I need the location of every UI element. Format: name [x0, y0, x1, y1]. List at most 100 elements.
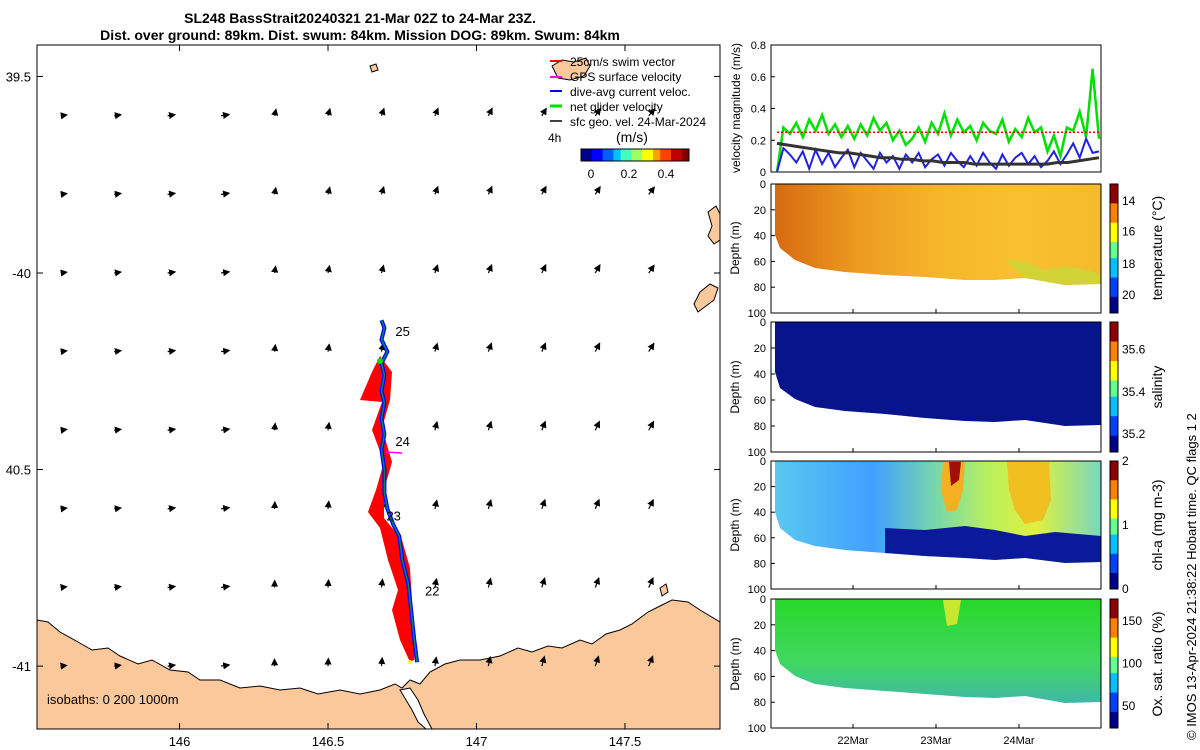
dive-avg-track [380, 319, 418, 663]
geo-vector-arrow [539, 185, 547, 195]
colorbar-cell [1110, 480, 1118, 484]
colorbar-cell [1110, 277, 1118, 282]
geo-vector-arrow [593, 577, 601, 588]
colorbar-cell [1110, 521, 1118, 526]
colorbar-cell [1110, 351, 1118, 355]
colorbar-cell [1110, 383, 1118, 388]
colorbar-cell [1110, 477, 1118, 481]
legend-geo: sfc geo. vel. 24-Mar-2024 [570, 115, 706, 129]
depth-tick-label: 40 [754, 646, 766, 658]
map-x-tick-label: 147.5 [609, 734, 642, 749]
colorbar-cell [1110, 515, 1118, 520]
colorbar-cell [1110, 563, 1118, 568]
geo-vector-arrow [486, 263, 493, 274]
colorbar-cell [1110, 461, 1118, 465]
geo-vector-arrow [485, 655, 493, 667]
copyright-note: © IMOS 13-Apr-2024 21:38:22 Hobart time.… [1184, 413, 1199, 740]
day-labels: 25 24 23 22 [386, 324, 439, 598]
chla-ylabel: Depth (m) [728, 498, 742, 551]
depth-tick-label: 80 [754, 558, 766, 570]
colorbar-cell [1110, 695, 1118, 700]
time-axis: 22Mar 23Mar 24Mar [837, 309, 1035, 747]
island-small-north [369, 63, 379, 73]
colorbar-tick-label: 150 [1122, 614, 1142, 628]
colorbar-cell [1110, 248, 1118, 253]
colorbar-cell [1110, 499, 1118, 504]
colorbar-frame [1109, 460, 1119, 590]
colorbar-cell [1110, 403, 1118, 407]
geo-vector-arrow [647, 498, 654, 510]
geo-vector-arrow [485, 499, 493, 510]
colorbar-unit-label: (m/s) [616, 129, 648, 145]
geo-vector-arrow [114, 426, 123, 434]
geo-vector-arrow [485, 420, 493, 431]
colorbar-cell [1110, 354, 1118, 359]
geo-vector-arrow [485, 342, 493, 352]
colorbar-cell [1110, 640, 1118, 645]
figure-title: SL248 BassStrait20240321 21-Mar 02Z to 2… [0, 10, 720, 44]
colorbar-cell [1110, 328, 1118, 333]
oxygen-ylabel: Depth (m) [728, 637, 742, 690]
geo-vector-arrow [221, 190, 231, 198]
depth-tick-label: 20 [754, 482, 766, 494]
colorbar-cell [1110, 200, 1118, 204]
colorbar-cell [588, 149, 593, 161]
geo-vector-arrow [378, 185, 386, 195]
geo-vector-arrow [647, 342, 655, 352]
colorbar-cell [1110, 390, 1118, 394]
colorbar-cell [1110, 582, 1118, 587]
colorbar-cell [1110, 258, 1118, 262]
geo-vector-arrow [221, 662, 231, 670]
colorbar-cell [1110, 579, 1118, 584]
day-label-23: 23 [386, 509, 400, 524]
colorbar-cell [1110, 267, 1118, 272]
geo-vector-arrow [432, 420, 440, 431]
colorbar-frame [1109, 321, 1119, 453]
oxygen-cbar-label: Ox. sat. ratio (%) [1149, 611, 1165, 716]
temperature-panel [770, 183, 1102, 314]
colorbar-cell [584, 149, 589, 161]
geo-vector-arrow [432, 107, 439, 116]
geo-vector-arrow [539, 577, 547, 588]
map-y-tick-label: 39.5 [6, 69, 31, 84]
depth-tick-label: 0 [760, 317, 766, 329]
geo-vector-arrow [593, 185, 601, 195]
depth-tick-label: 20 [754, 343, 766, 355]
colorbar-cell [1110, 541, 1118, 545]
title-line-2: Dist. over ground: 89km. Dist. swum: 84k… [100, 27, 620, 43]
legend-swim: 25cm/s swim vector [570, 55, 675, 69]
colorbar-cell [1110, 261, 1118, 266]
colorbar-cell [1110, 660, 1118, 664]
colorbar-cell [602, 149, 607, 161]
temperature-field [775, 184, 1101, 285]
colorbar-cell [1110, 222, 1118, 227]
geo-vector-arrow [378, 107, 386, 116]
geo-vector-arrow [324, 343, 332, 352]
depth-tick-label: 100 [748, 308, 766, 320]
colorbar-cell [1110, 413, 1118, 417]
legend-net: net glider velocity [570, 100, 663, 114]
chla-panel [770, 460, 1102, 590]
geo-vector-arrow [324, 264, 332, 274]
geo-vector-arrow [271, 343, 279, 352]
colorbar-cell [1110, 196, 1118, 201]
velocity-y-tick-label: 0.6 [751, 72, 766, 84]
colorbar-cell [1110, 206, 1118, 211]
geo-vector-arrow [647, 186, 655, 195]
colorbar-tick-label: 35.2 [1122, 427, 1146, 441]
colorbar-cell [678, 149, 683, 161]
velocity-series-line [775, 68, 1101, 173]
geo-vector-arrow [486, 185, 493, 195]
colorbar-cell [685, 149, 690, 161]
colorbar-cell [1110, 566, 1118, 571]
colorbar-cell [1110, 644, 1118, 648]
colorbar-cell [1110, 464, 1118, 468]
colorbar-cell [1110, 290, 1118, 295]
colorbar-cell [1110, 608, 1118, 613]
colorbar-tick-label: 35.6 [1122, 342, 1146, 356]
colorbar-cell [1110, 264, 1118, 269]
colorbar-cell [681, 149, 686, 161]
colorbar-cell [1110, 190, 1118, 195]
colorbar-cell [1110, 679, 1118, 684]
